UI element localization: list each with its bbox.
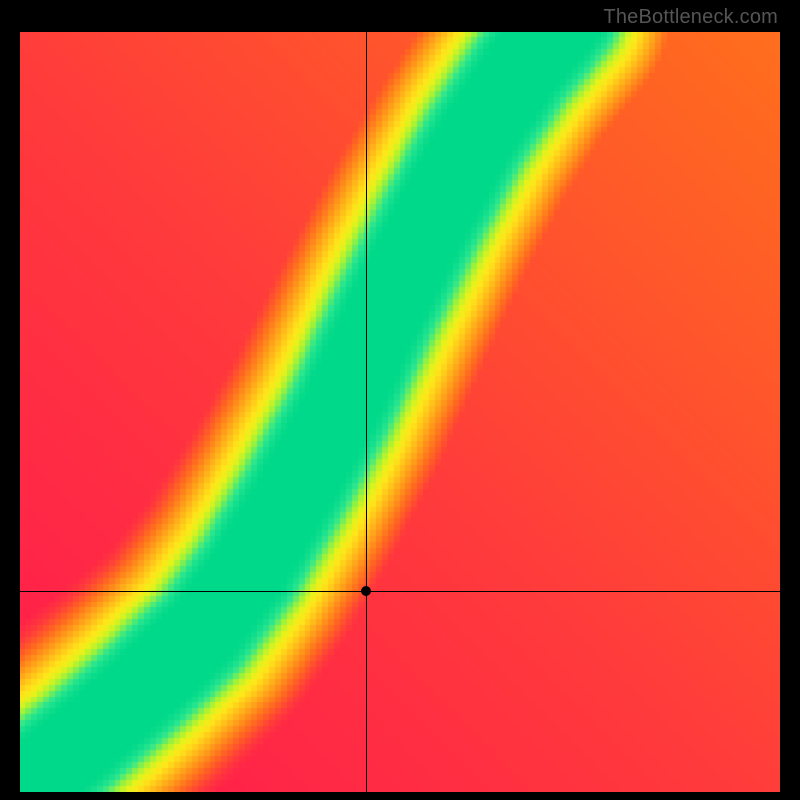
- chart-container: TheBottleneck.com: [0, 0, 800, 800]
- crosshair-vertical: [366, 32, 367, 792]
- crosshair-horizontal: [20, 591, 780, 592]
- watermark-text: TheBottleneck.com: [603, 6, 778, 29]
- plot-area: [20, 32, 780, 792]
- heatmap-canvas: [20, 32, 780, 792]
- crosshair-marker: [361, 586, 371, 596]
